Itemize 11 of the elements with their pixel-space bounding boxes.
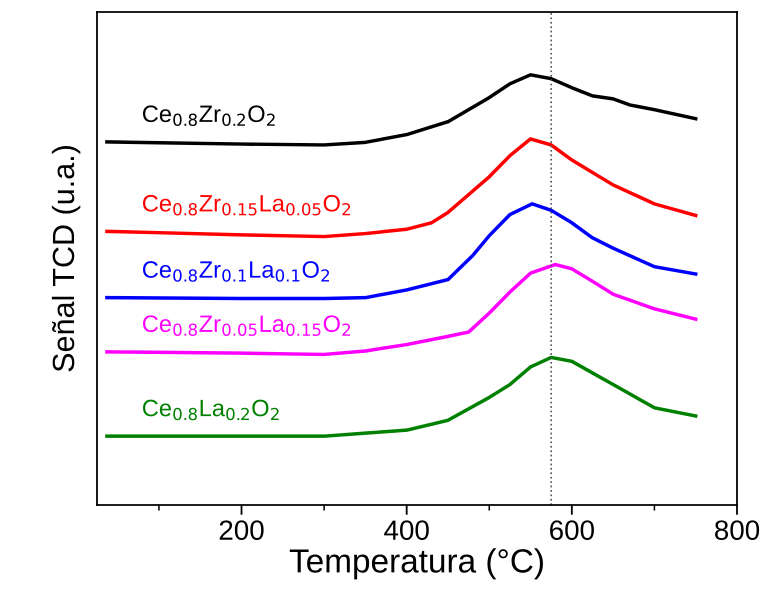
- series-label: Ce$_{0.8}$Zr$_{0.15}$La$_{0.05}$O$_{2}$: [143, 194, 350, 216]
- x-tick-label: 200: [220, 520, 264, 540]
- series-label: Ce$_{0.8}$Zr$_{0.1}$La$_{0.1}$O$_{2}$: [143, 261, 330, 282]
- x-tick-label: 600: [550, 520, 594, 540]
- series-label: Ce$_{0.8}$La$_{0.2}$O$_{2}$: [143, 400, 279, 420]
- x-axis-title: Temperatura (°C): [290, 548, 543, 580]
- series-label: Ce$_{0.8}$Zr$_{0.05}$La$_{0.15}$O$_{2}$: [143, 315, 350, 336]
- y-axis-title: Señal TCD (u.a.): [52, 146, 80, 372]
- x-tick-label: 400: [384, 520, 429, 540]
- series-label: Ce$_{0.8}$Zr$_{0.2}$O$_{2}$: [143, 105, 275, 126]
- x-tick-label: 800: [715, 520, 760, 540]
